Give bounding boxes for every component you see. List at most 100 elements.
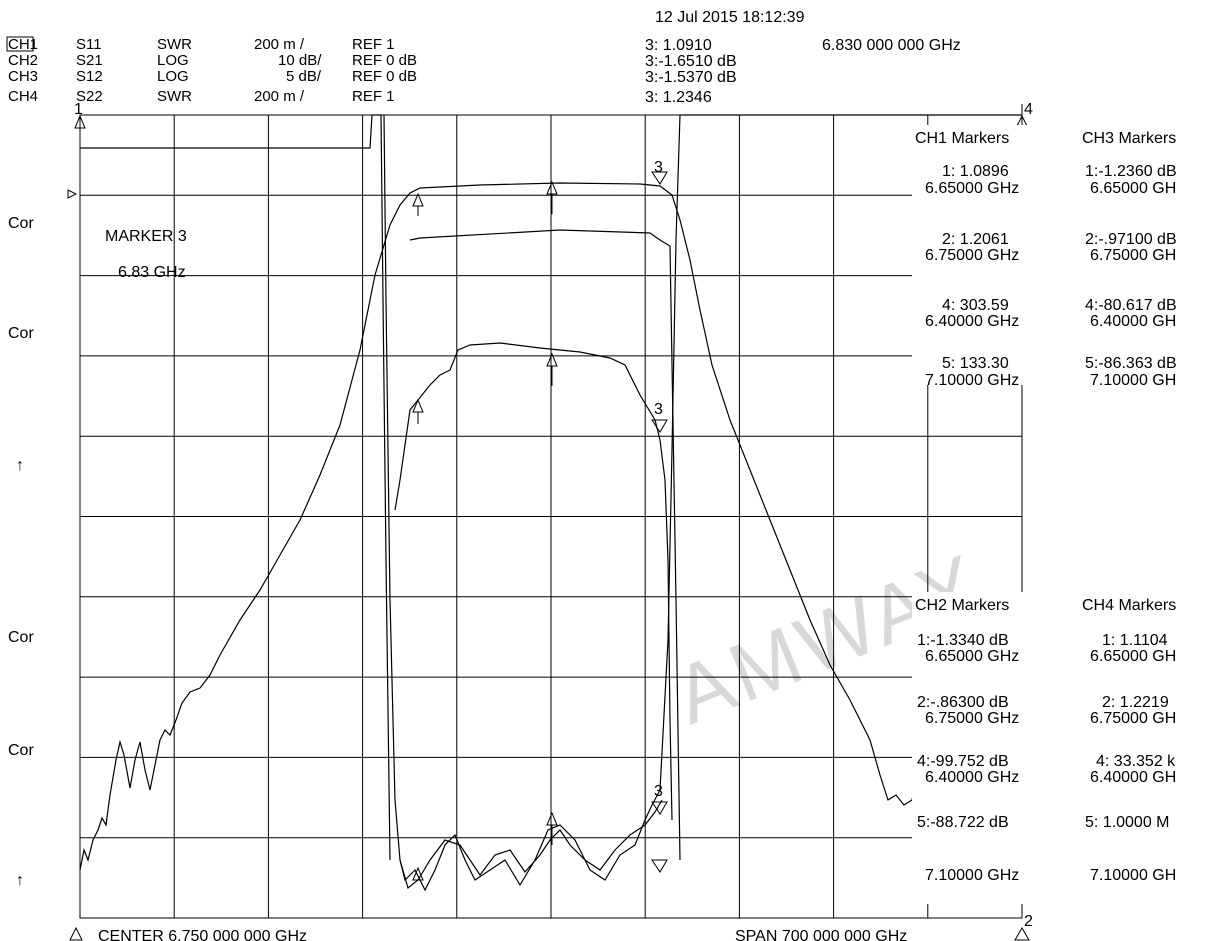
ch2-format: LOG xyxy=(157,52,189,69)
active-marker-freq: 6.830 000 000 GHz xyxy=(822,37,961,54)
ch2-m1-value: 1:-1.3340 dB xyxy=(917,632,1009,649)
ch3-format: LOG xyxy=(157,68,189,85)
ch4-m1-value: 1: 1.1104 xyxy=(1102,632,1168,649)
left-label-cor-1: Cor xyxy=(8,215,34,232)
ch2-param: S21 xyxy=(76,52,103,69)
ch2-ref: REF 0 dB xyxy=(352,52,417,69)
ch4-m5-freq: 7.10000 GH xyxy=(1090,867,1176,884)
active-marker-readout: 12 Jul 2015 18:12:39 3: 1.0910 3:-1.6510… xyxy=(645,9,961,106)
left-label-cor-3: Cor xyxy=(8,629,34,646)
ch1-m1-freq: 6.65000 GHz xyxy=(925,180,1019,197)
ch1-ref: REF 1 xyxy=(352,36,395,53)
ref-position-arrow-icon xyxy=(67,189,78,199)
left-label-cor-4: Cor xyxy=(8,742,34,759)
ch3-scale: 5 dB/ xyxy=(286,68,322,85)
trace-ch2-s21 xyxy=(383,114,681,892)
left-label-arrow-1: ↑ xyxy=(16,457,24,474)
plot-grid xyxy=(79,114,1023,919)
marker-3-icon xyxy=(651,171,668,873)
marker-label-3c: 3 xyxy=(654,783,663,800)
marker-1-icon xyxy=(412,192,424,881)
ch3-m5-value: 5:-86.363 dB xyxy=(1085,355,1177,372)
ch3-m2-freq: 6.75000 GH xyxy=(1090,247,1176,264)
active-marker-ch1: 3: 1.0910 xyxy=(645,37,712,54)
ch3-id: CH3 xyxy=(8,68,38,85)
marker-label-3b: 3 xyxy=(654,401,663,418)
ch4-marker-table: CH4 Markers 1: 1.1104 6.65000 GH 2: 1.22… xyxy=(1082,597,1176,884)
trace-ch3-s12 xyxy=(394,342,673,890)
ch1-scale: 200 m / xyxy=(254,36,305,53)
ch4-m4-freq: 6.40000 GH xyxy=(1090,769,1176,786)
bottom-readout: CENTER 6.750 000 000 GHz SPAN 700 000 00… xyxy=(90,922,1008,941)
active-marker-ch4: 3: 1.2346 xyxy=(645,89,712,106)
ch4-ref: REF 1 xyxy=(352,88,395,105)
ch4-format: SWR xyxy=(157,88,192,105)
marker-annotation: MARKER 3 6.83 GHz xyxy=(105,228,187,281)
left-labels: Cor Cor ↑ Cor Cor ↑ xyxy=(8,189,78,889)
ch2-m4-freq: 6.40000 GHz xyxy=(925,769,1019,786)
ch3-markers-title: CH3 Markers xyxy=(1082,130,1176,147)
ch4-markers-title: CH4 Markers xyxy=(1082,597,1176,614)
ch1-m4-value: 4: 303.59 xyxy=(942,297,1009,314)
ch1-format: SWR xyxy=(157,36,192,53)
ch1-m2-freq: 6.75000 GHz xyxy=(925,247,1019,264)
ch3-param: S12 xyxy=(76,68,103,85)
ch2-markers-title: CH2 Markers xyxy=(915,597,1009,614)
ch1-markers-title: CH1 Markers xyxy=(915,130,1009,147)
ch1-id: CH1 xyxy=(8,36,38,53)
ch3-m4-freq: 6.40000 GH xyxy=(1090,313,1176,330)
ch4-m1-freq: 6.65000 GH xyxy=(1090,648,1176,665)
ch2-m2-value: 2:-.86300 dB xyxy=(917,694,1009,711)
marker-label-2: 2 xyxy=(1024,913,1033,930)
active-marker-ch2: 3:-1.6510 dB xyxy=(645,53,737,70)
ch4-scale: 200 m / xyxy=(254,88,305,105)
ch4-m4-value: 4: 33.352 k xyxy=(1096,753,1176,770)
ch4-m5-value: 5: 1.0000 M xyxy=(1085,814,1170,831)
marker-label-3a: 3 xyxy=(654,159,663,176)
ch1-marker-table: CH1 Markers 1: 1.0896 6.65000 GHz 2: 1.2… xyxy=(912,125,1030,389)
marker-symbols: 3 3 3 4 1 2 xyxy=(69,101,1033,941)
ch2-marker-table: CH2 Markers 1:-1.3340 dB 6.65000 GHz 2:-… xyxy=(912,592,1030,904)
span-frequency: SPAN 700 000 000 GHz xyxy=(735,928,907,941)
marker-2-icon xyxy=(546,180,558,845)
channel-header: CH1 S11 SWR 200 m / REF 1 CH2 S21 LOG 10… xyxy=(6,36,417,105)
trace-ch1-s11 xyxy=(80,114,1022,861)
ch3-m4-value: 4:-80.617 dB xyxy=(1085,297,1177,314)
marker-4-icon xyxy=(69,104,1030,941)
ch4-m2-value: 2: 1.2219 xyxy=(1102,694,1169,711)
center-frequency: CENTER 6.750 000 000 GHz xyxy=(98,928,307,941)
ch2-m5-freq: 7.10000 GHz xyxy=(925,867,1019,884)
ch3-m5-freq: 7.10000 GH xyxy=(1090,372,1176,389)
ch1-param: S11 xyxy=(76,36,102,53)
left-label-arrow-2: ↑ xyxy=(16,872,24,889)
ch3-marker-table: CH3 Markers 1:-1.2360 dB 6.65000 GH 2:-.… xyxy=(1082,130,1177,389)
datetime: 12 Jul 2015 18:12:39 xyxy=(655,9,805,26)
left-label-cor-2: Cor xyxy=(8,325,34,342)
ch2-m4-value: 4:-99.752 dB xyxy=(917,753,1009,770)
marker-annotation-title: MARKER 3 xyxy=(105,228,187,245)
ch3-m2-value: 2:-.97100 dB xyxy=(1085,231,1177,248)
ch2-id: CH2 xyxy=(8,52,38,69)
marker-label-1: 1 xyxy=(74,101,83,118)
ch2-m5-value: 5:-88.722 dB xyxy=(917,814,1009,831)
ch3-m1-value: 1:-1.2360 dB xyxy=(1085,163,1177,180)
ch1-m5-freq: 7.10000 GHz xyxy=(925,372,1019,389)
ch1-m1-value: 1: 1.0896 xyxy=(942,163,1009,180)
ch4-m2-freq: 6.75000 GH xyxy=(1090,710,1176,727)
ch3-ref: REF 0 dB xyxy=(352,68,417,85)
ch3-m1-freq: 6.65000 GH xyxy=(1090,180,1176,197)
marker-label-4: 4 xyxy=(1024,101,1033,118)
active-marker-ch3: 3:-1.5370 dB xyxy=(645,69,737,86)
ch2-m1-freq: 6.65000 GHz xyxy=(925,648,1019,665)
ch1-m2-value: 2: 1.2061 xyxy=(942,231,1009,248)
ch1-m4-freq: 6.40000 GHz xyxy=(925,313,1019,330)
ch1-m5-value: 5: 133.30 xyxy=(942,355,1009,372)
ch2-m2-freq: 6.75000 GHz xyxy=(925,710,1019,727)
ch4-param: S22 xyxy=(76,88,103,105)
active-channel-box xyxy=(6,36,34,52)
trace-ch1-skirt xyxy=(79,182,1021,886)
marker-annotation-freq: 6.83 GHz xyxy=(118,264,186,281)
ch4-id: CH4 xyxy=(8,88,38,105)
ch2-scale: 10 dB/ xyxy=(278,52,322,69)
